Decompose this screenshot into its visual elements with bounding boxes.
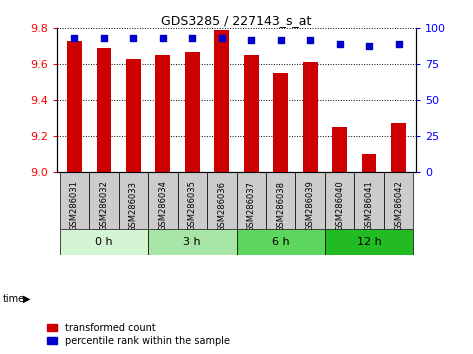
Point xyxy=(189,35,196,41)
Point xyxy=(277,37,284,42)
Bar xyxy=(236,229,325,255)
Bar xyxy=(273,73,288,172)
Text: 6 h: 6 h xyxy=(272,237,289,247)
Text: GSM286039: GSM286039 xyxy=(306,181,315,232)
Text: GSM286034: GSM286034 xyxy=(158,181,167,232)
Text: time: time xyxy=(2,294,25,304)
Bar xyxy=(325,172,354,229)
Text: GSM286032: GSM286032 xyxy=(99,181,108,232)
Bar xyxy=(60,172,89,229)
Text: GSM286037: GSM286037 xyxy=(247,181,256,232)
Bar xyxy=(391,124,406,172)
Bar xyxy=(384,172,413,229)
Bar xyxy=(362,154,377,172)
Legend: transformed count, percentile rank within the sample: transformed count, percentile rank withi… xyxy=(47,323,230,346)
Bar xyxy=(332,127,347,172)
Bar xyxy=(148,172,177,229)
Text: ▶: ▶ xyxy=(23,294,30,304)
Bar xyxy=(236,172,266,229)
Text: 3 h: 3 h xyxy=(184,237,201,247)
Text: GSM286036: GSM286036 xyxy=(217,181,226,232)
Bar xyxy=(126,59,141,172)
Text: GSM286038: GSM286038 xyxy=(276,181,285,232)
Bar xyxy=(67,41,82,172)
Bar xyxy=(148,229,236,255)
Point xyxy=(130,35,137,41)
Point xyxy=(336,41,343,47)
Bar xyxy=(354,172,384,229)
Bar xyxy=(266,172,296,229)
Bar xyxy=(303,62,317,172)
Point xyxy=(159,35,166,41)
Point xyxy=(70,35,78,41)
Text: GSM286031: GSM286031 xyxy=(70,181,79,232)
Point xyxy=(395,41,403,47)
Bar xyxy=(185,52,200,172)
Bar xyxy=(96,48,111,172)
Bar xyxy=(214,30,229,172)
Title: GDS3285 / 227143_s_at: GDS3285 / 227143_s_at xyxy=(161,14,312,27)
Bar xyxy=(177,172,207,229)
Bar xyxy=(156,55,170,172)
Text: GSM286041: GSM286041 xyxy=(365,181,374,231)
Text: GSM286040: GSM286040 xyxy=(335,181,344,231)
Text: GSM286033: GSM286033 xyxy=(129,181,138,232)
Point xyxy=(218,35,226,41)
Bar xyxy=(119,172,148,229)
Point xyxy=(247,37,255,42)
Bar xyxy=(60,229,148,255)
Bar xyxy=(296,172,325,229)
Bar xyxy=(244,55,259,172)
Text: GSM286042: GSM286042 xyxy=(394,181,403,231)
Bar xyxy=(207,172,236,229)
Point xyxy=(100,35,108,41)
Text: GSM286035: GSM286035 xyxy=(188,181,197,232)
Text: 12 h: 12 h xyxy=(357,237,381,247)
Point xyxy=(307,37,314,42)
Point xyxy=(365,43,373,48)
Text: 0 h: 0 h xyxy=(95,237,113,247)
Bar xyxy=(89,172,119,229)
Bar xyxy=(325,229,413,255)
